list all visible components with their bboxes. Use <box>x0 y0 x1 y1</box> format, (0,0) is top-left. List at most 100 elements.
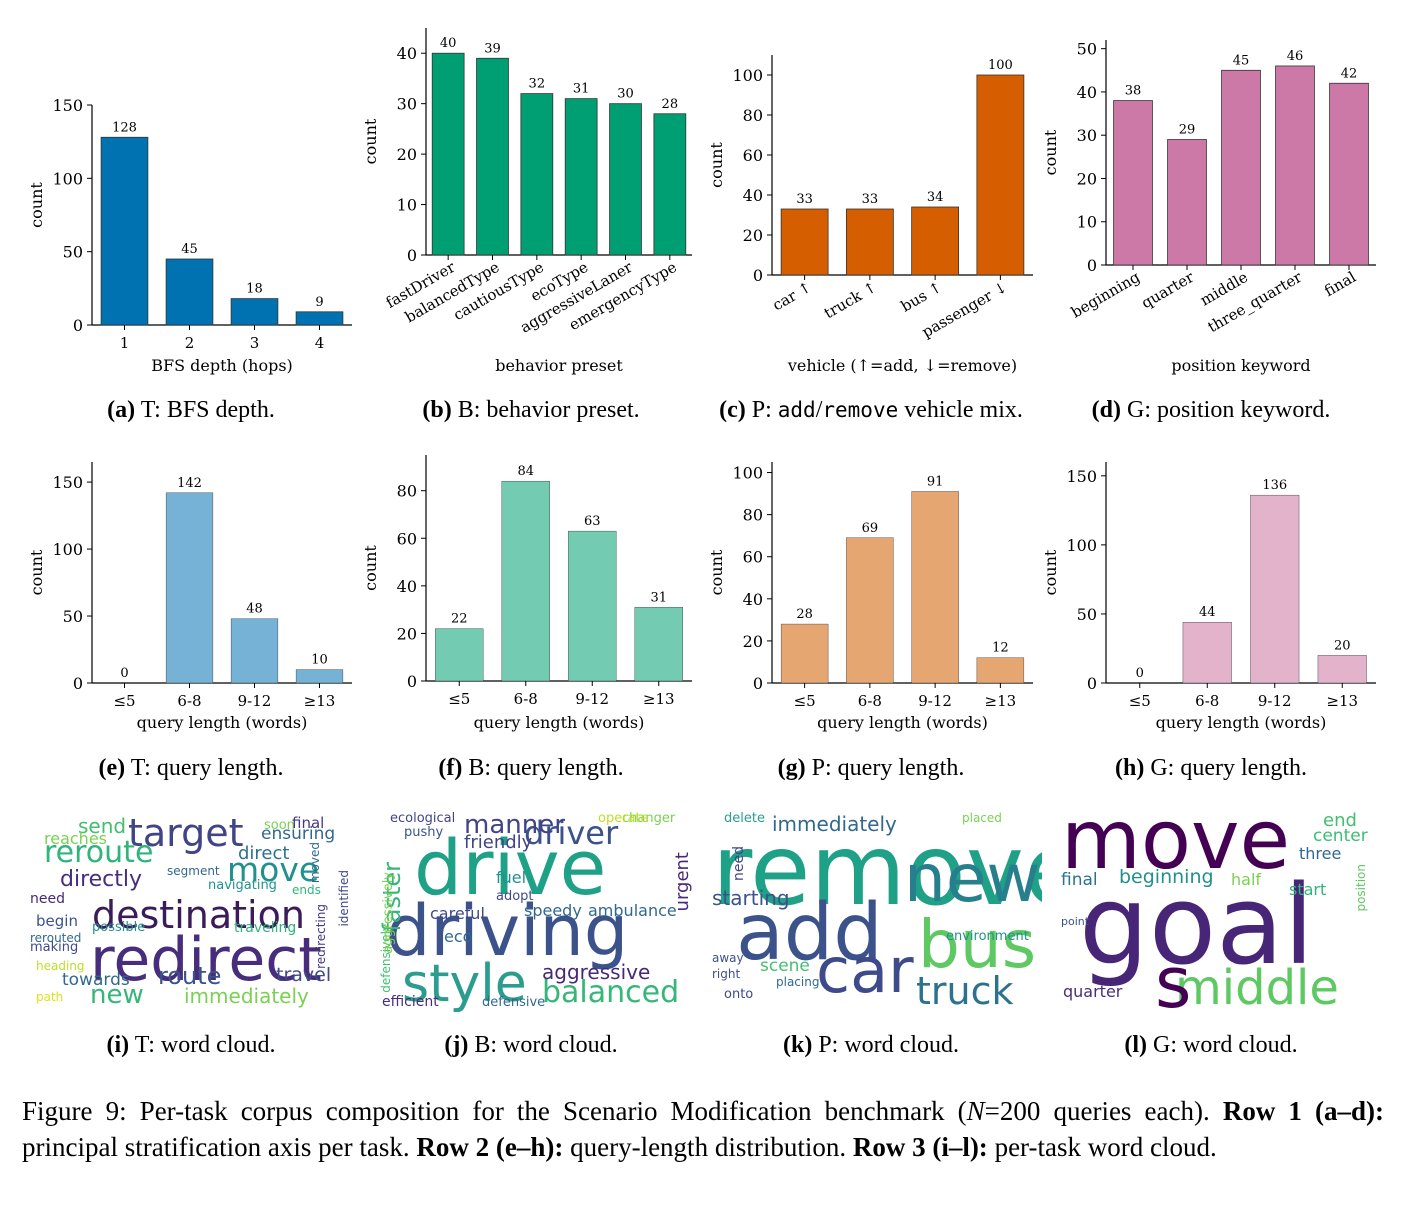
caption-letter: (h) <box>1115 755 1145 781</box>
bar-value-label-c-2: 34 <box>927 190 944 205</box>
bar-b-0 <box>431 52 465 256</box>
y-tick-label-c: 60 <box>743 146 763 165</box>
y-tick-label-d: 50 <box>1077 40 1097 59</box>
caption-letter: (g) <box>777 755 806 781</box>
bar-d-3 <box>1275 65 1315 266</box>
wordcloud-word: travel <box>276 964 332 986</box>
bar-value-label-h-2: 136 <box>1262 478 1287 493</box>
y-tick-label-g: 40 <box>743 590 763 609</box>
caption-row2-label: Row 2 (e–h): <box>416 1132 564 1162</box>
wordcloud-word: path <box>36 990 64 1004</box>
wordcloud-word: possible <box>92 920 146 935</box>
x-tick-label-e-3: ≥13 <box>304 692 336 710</box>
bar-value-label-c-0: 33 <box>796 192 813 207</box>
wordcloud-b: drive driving style balanced driver manner fas… <box>372 812 694 1012</box>
wordcloud-word: directly <box>60 867 143 892</box>
wordcloud-word: aggressively <box>381 872 396 954</box>
x-tick-label-h-2: 9-12 <box>1258 692 1292 710</box>
x-axis-label-c: vehicle (↑=add, ↓=remove) <box>787 356 1017 375</box>
caption-text: P: <box>745 397 778 423</box>
wordcloud-word: aggressive <box>542 960 651 984</box>
caption-a: (a) T: BFS depth. <box>107 397 275 424</box>
wordcloud-word: need <box>30 891 65 907</box>
caption-slash: / <box>815 397 823 423</box>
x-tick-label-c-2: bus ↑ <box>898 278 945 316</box>
y-tick-label-e: 0 <box>73 674 83 693</box>
wordcloud-word: pushy <box>404 825 444 840</box>
x-tick-label-a-2: 3 <box>250 334 260 352</box>
bar-value-label-f-2: 63 <box>584 514 601 529</box>
wordcloud-word: driving <box>386 890 629 972</box>
y-tick-label-g: 100 <box>732 464 763 483</box>
y-tick-label-h: 0 <box>1087 674 1097 693</box>
x-tick-label-g-1: 6-8 <box>858 692 882 710</box>
y-axis-label-d: count <box>1041 129 1060 175</box>
wordcloud-word: friendly <box>464 832 533 853</box>
y-tick-label-g: 20 <box>743 632 763 651</box>
caption-c: (c) P: add/remove vehicle mix. <box>719 397 1023 424</box>
wordcloud-word: new <box>904 840 1041 917</box>
y-tick-label-d: 30 <box>1077 126 1097 145</box>
wordcloud-word: style <box>402 954 527 1012</box>
bar-g-0 <box>780 623 829 684</box>
bar-d-1 <box>1167 139 1207 266</box>
y-tick-label-d: 10 <box>1077 213 1097 232</box>
y-tick-label-b: 30 <box>397 95 417 114</box>
wordcloud-word: new <box>90 980 144 1010</box>
wordcloud-word: placed <box>962 812 1002 825</box>
bar-value-label-b-0: 40 <box>440 36 457 51</box>
wordcloud-word: right <box>712 967 741 981</box>
bar-value-label-e-3: 10 <box>311 653 328 668</box>
caption-row1-text: principal stratification axis per task. <box>22 1132 417 1162</box>
bar-b-4 <box>609 103 642 256</box>
y-tick-label-e: 100 <box>52 540 83 559</box>
caption-text: G: position keyword. <box>1121 397 1331 423</box>
bar-f-0 <box>435 628 484 682</box>
caption-n-variable: N <box>966 1096 985 1126</box>
wordcloud-word: careful <box>430 904 485 923</box>
caption-text: G: query length. <box>1144 755 1307 781</box>
y-tick-label-c: 40 <box>743 186 763 205</box>
wordcloud-word: making <box>30 940 79 955</box>
x-tick-label-g-0: ≤5 <box>794 692 816 710</box>
bar-value-label-a-1: 45 <box>181 242 198 257</box>
bar-g-1 <box>846 537 894 684</box>
bar-value-label-b-5: 28 <box>662 97 679 112</box>
wordcloud-word: identified <box>337 870 351 927</box>
y-tick-label-g: 60 <box>743 548 763 567</box>
wordcloud-word: direct <box>238 843 290 864</box>
wordcloud-word: soon <box>264 818 295 833</box>
y-tick-label-d: 40 <box>1077 83 1097 102</box>
caption-g: (g) P: query length. <box>778 755 965 782</box>
bar-value-label-g-1: 69 <box>862 521 879 536</box>
x-tick-label-f-1: 6-8 <box>514 690 538 708</box>
wordcloud-word: urgent <box>672 852 693 912</box>
bar-value-label-h-0: 0 <box>1136 666 1144 681</box>
caption-l: (l) G: word cloud. <box>1124 1032 1297 1059</box>
y-axis-label-g: count <box>707 549 726 595</box>
caption-text: T: query length. <box>125 755 284 781</box>
bar-value-label-a-0: 128 <box>112 120 137 135</box>
wordcloud-word: ambulance <box>588 901 677 920</box>
caption-letter: (d) <box>1091 397 1122 423</box>
wordcloud-g: move goal middle s final beginning half end cent… <box>1055 800 1375 1015</box>
figure-caption: Figure 9: Per-task corpus composition fo… <box>22 1093 1384 1165</box>
bar-b-1 <box>476 57 509 256</box>
bar-value-label-e-2: 48 <box>246 602 263 617</box>
wordcloud-word: goal <box>1079 861 1315 989</box>
x-tick-label-g-2: 9-12 <box>918 692 952 710</box>
x-tick-label-g-3: ≥13 <box>985 692 1017 710</box>
caption-n-equals: =200 queries each). <box>984 1096 1223 1126</box>
caption-prefix: Figure 9: Per-task corpus composition fo… <box>22 1096 967 1126</box>
caption-e: (e) T: query length. <box>99 755 284 782</box>
x-axis-label-e: query length (words) <box>137 713 308 732</box>
bar-e-3 <box>295 669 344 684</box>
y-tick-label-e: 50 <box>63 607 83 626</box>
bar-e-1 <box>165 492 214 684</box>
wordcloud-word: move <box>227 850 320 889</box>
caption-j: (j) B: word cloud. <box>444 1032 617 1059</box>
y-tick-label-a: 150 <box>52 96 83 115</box>
y-axis-label-e: count <box>27 549 46 595</box>
x-tick-label-e-1: 6-8 <box>177 692 201 710</box>
wordcloud-word: eco <box>444 927 473 946</box>
